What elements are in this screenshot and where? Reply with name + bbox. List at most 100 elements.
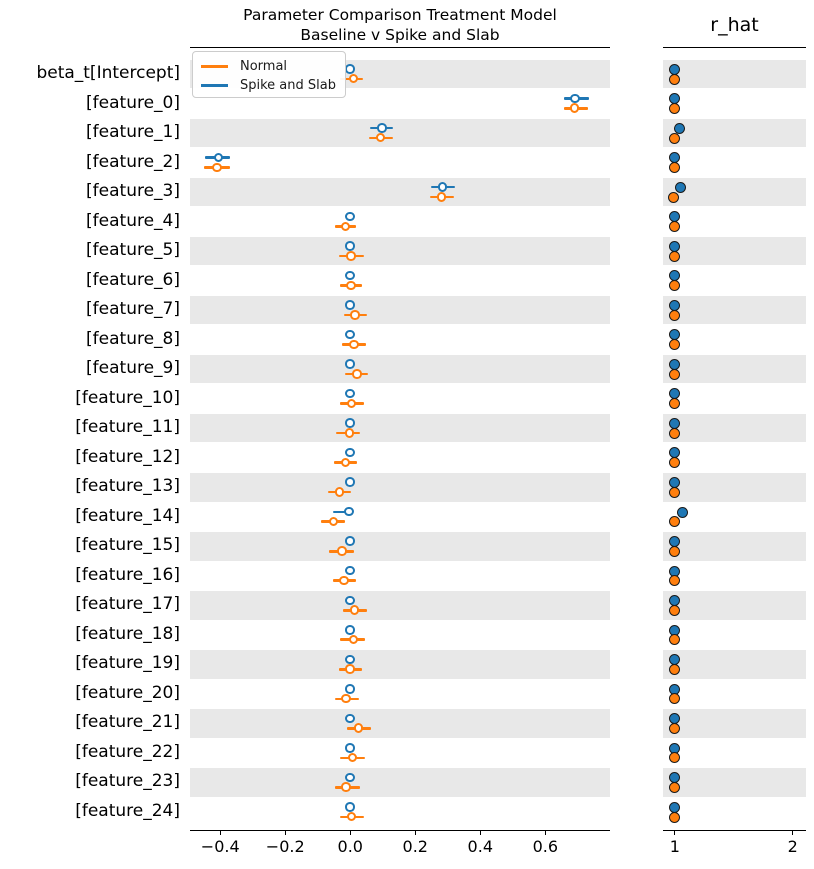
- marker-spike-slab: [344, 506, 354, 517]
- marker-normal: [340, 457, 351, 468]
- parameter-label: [feature_9]: [86, 358, 180, 379]
- rhat-dot-normal: [668, 781, 680, 793]
- marker-spike-slab: [345, 625, 355, 635]
- marker-spike-slab: [345, 300, 355, 310]
- marker-normal: [340, 221, 351, 232]
- x-tick: [544, 830, 546, 835]
- marker-normal: [341, 693, 351, 704]
- marker-normal: [346, 398, 357, 409]
- x-tick: [349, 830, 351, 835]
- parameter-label: [feature_15]: [75, 535, 180, 556]
- row-band: [663, 118, 806, 148]
- parameter-label: [feature_20]: [75, 682, 180, 703]
- row-band: [190, 532, 610, 561]
- marker-spike-slab: [345, 388, 355, 399]
- row-band: [663, 59, 806, 89]
- marker-spike-slab: [345, 802, 355, 812]
- marker-normal: [353, 723, 364, 733]
- x-tick-label: 0.0: [337, 837, 363, 856]
- rhat-dot-normal: [668, 132, 680, 144]
- marker-spike-slab: [570, 93, 580, 104]
- rhat-dot-normal: [668, 634, 680, 646]
- marker-spike-slab: [345, 743, 355, 753]
- x-tick: [414, 830, 416, 835]
- marker-normal: [436, 192, 447, 202]
- marker-spike-slab: [345, 64, 355, 74]
- marker-spike-slab: [345, 477, 355, 487]
- row-band: [663, 295, 806, 325]
- rhat-title: r_hat: [710, 14, 759, 36]
- marker-spike-slab: [345, 713, 355, 724]
- rhat-dot-normal: [668, 309, 680, 321]
- rhat-dot-spike-slab: [675, 181, 687, 193]
- row-band: [663, 591, 806, 620]
- legend: Normal Spike and Slab: [192, 51, 346, 98]
- marker-normal: [339, 575, 349, 586]
- x-tick-label: 0.6: [532, 837, 559, 856]
- rhat-dot-normal: [668, 339, 680, 351]
- parameter-label: [feature_8]: [86, 328, 180, 349]
- rhat-dot-normal: [668, 663, 680, 675]
- rhat-dot-normal: [668, 516, 680, 528]
- row-band: [663, 473, 806, 502]
- marker-normal: [375, 132, 386, 143]
- row-band: [663, 532, 806, 561]
- x-tick-label: 0.2: [402, 837, 428, 856]
- errorbar-spike-slab: [332, 510, 352, 514]
- marker-normal: [212, 162, 222, 172]
- marker-normal: [328, 516, 339, 527]
- rhat-dot-normal: [668, 368, 680, 380]
- row-band: [190, 473, 610, 502]
- rhat-dot-normal: [668, 280, 680, 292]
- parameter-label: [feature_18]: [75, 623, 180, 644]
- rhat-dot-normal: [668, 191, 680, 203]
- marker-spike-slab: [377, 123, 387, 133]
- rhat-tick-label: 1: [669, 837, 680, 856]
- marker-normal: [345, 664, 355, 674]
- parameter-label: [feature_11]: [75, 417, 180, 438]
- marker-spike-slab: [345, 654, 355, 665]
- marker-normal: [346, 251, 356, 261]
- rhat-dot-normal: [668, 250, 680, 262]
- marker-spike-slab: [345, 684, 355, 694]
- x-tick: [479, 830, 481, 835]
- row-band: [190, 709, 610, 738]
- rhat-dot-normal: [668, 575, 680, 587]
- parameter-label: [feature_24]: [75, 801, 180, 821]
- row-band: [663, 650, 806, 679]
- parameter-label: [feature_0]: [86, 92, 180, 113]
- rhat-dot-normal: [668, 427, 680, 439]
- marker-normal: [349, 339, 359, 350]
- rhat-tick: [674, 830, 676, 835]
- marker-spike-slab: [345, 536, 355, 546]
- row-band: [190, 768, 610, 797]
- legend-item: Normal: [201, 58, 337, 75]
- row-band: [190, 591, 610, 620]
- x-tick: [284, 830, 286, 835]
- rhat-dot-normal: [668, 73, 680, 85]
- rhat-dot-normal: [668, 221, 680, 233]
- parameter-label: [feature_7]: [86, 299, 180, 320]
- parameter-label: [feature_3]: [86, 181, 180, 202]
- rhat-dot-normal: [668, 604, 680, 616]
- marker-normal: [337, 546, 347, 556]
- row-band: [190, 413, 610, 443]
- marker-spike-slab: [345, 595, 355, 605]
- marker-normal: [334, 487, 345, 497]
- row-band: [190, 236, 610, 266]
- marker-spike-slab: [345, 241, 355, 251]
- rhat-dot-normal: [668, 693, 680, 705]
- chart-title-line2: Baseline v Spike and Slab: [300, 26, 500, 44]
- marker-normal: [348, 73, 359, 84]
- rhat-dot-normal: [668, 457, 680, 469]
- parameter-label: [feature_17]: [75, 594, 180, 615]
- rhat-dot-spike-slab: [673, 122, 685, 134]
- marker-normal: [341, 782, 351, 792]
- marker-spike-slab: [345, 359, 355, 369]
- parameter-label: [feature_16]: [75, 564, 180, 585]
- marker-spike-slab: [345, 447, 355, 458]
- marker-spike-slab: [345, 211, 355, 222]
- legend-swatch-line: [201, 65, 228, 68]
- parameter-label: [feature_23]: [75, 771, 180, 792]
- chart-title-line1: Parameter Comparison Treatment Model: [243, 6, 557, 24]
